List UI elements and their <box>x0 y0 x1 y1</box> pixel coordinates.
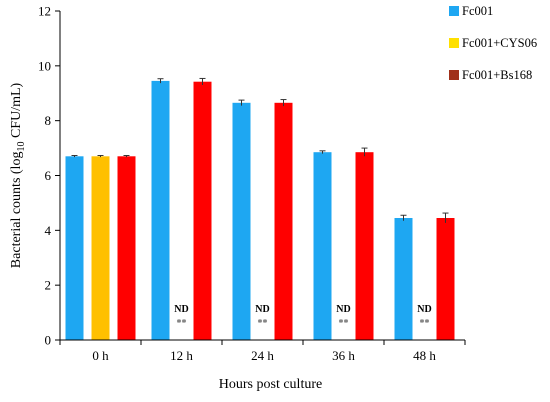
y-tick-label: 6 <box>45 168 52 183</box>
significance-label: ** <box>339 318 349 329</box>
bar-fc001-cys06-0h <box>91 156 110 340</box>
legend-label: Fc001+Bs168 <box>462 68 532 82</box>
y-tick-label: 2 <box>45 278 52 293</box>
bar-fc001-24h <box>232 102 251 340</box>
legend-swatch <box>449 70 459 80</box>
significance-label: ** <box>420 318 430 329</box>
nd-label: ND <box>417 304 431 315</box>
bar-fc001-bs168-48h <box>436 218 455 340</box>
nd-label: ND <box>174 304 188 315</box>
y-tick-label: 12 <box>38 4 51 19</box>
x-axis-title: Hours post culture <box>219 377 322 392</box>
legend-label: Fc001 <box>462 4 493 18</box>
nd-label: ND <box>336 304 350 315</box>
x-tick-label: 48 h <box>413 348 436 363</box>
y-tick-label: 8 <box>45 113 52 128</box>
y-tick-label: 4 <box>45 223 52 238</box>
bar-fc001-bs168-12h <box>193 81 212 340</box>
bar-fc001-bs168-36h <box>355 152 374 340</box>
bar-fc001-bs168-0h <box>117 156 136 340</box>
significance-label: ** <box>258 318 268 329</box>
y-axis-title-part: Bacterial counts (log <box>9 152 24 269</box>
y-tick-label: 10 <box>38 58 51 73</box>
x-tick-label: 36 h <box>332 348 355 363</box>
y-axis-title-subscript: 10 <box>16 142 27 152</box>
bar-fc001-48h <box>394 218 413 340</box>
bar-fc001-36h <box>313 152 332 340</box>
x-tick-label: 12 h <box>170 348 193 363</box>
x-tick-label: 0 h <box>92 348 109 363</box>
legend-label: Fc001+CYS06 <box>462 36 537 50</box>
x-tick-label: 24 h <box>251 348 274 363</box>
y-axis-title-part: CFU/mL) <box>9 82 24 141</box>
y-tick-label: 0 <box>45 333 52 348</box>
bar-fc001-0h <box>65 156 84 340</box>
nd-label: ND <box>255 304 269 315</box>
y-axis-title: Bacterial counts (log10 CFU/mL) <box>9 82 27 268</box>
bar-fc001-bs168-24h <box>274 102 293 340</box>
significance-label: ** <box>177 318 187 329</box>
legend-swatch <box>449 6 459 16</box>
bar-fc001-12h <box>151 80 170 341</box>
legend-swatch <box>449 38 459 48</box>
